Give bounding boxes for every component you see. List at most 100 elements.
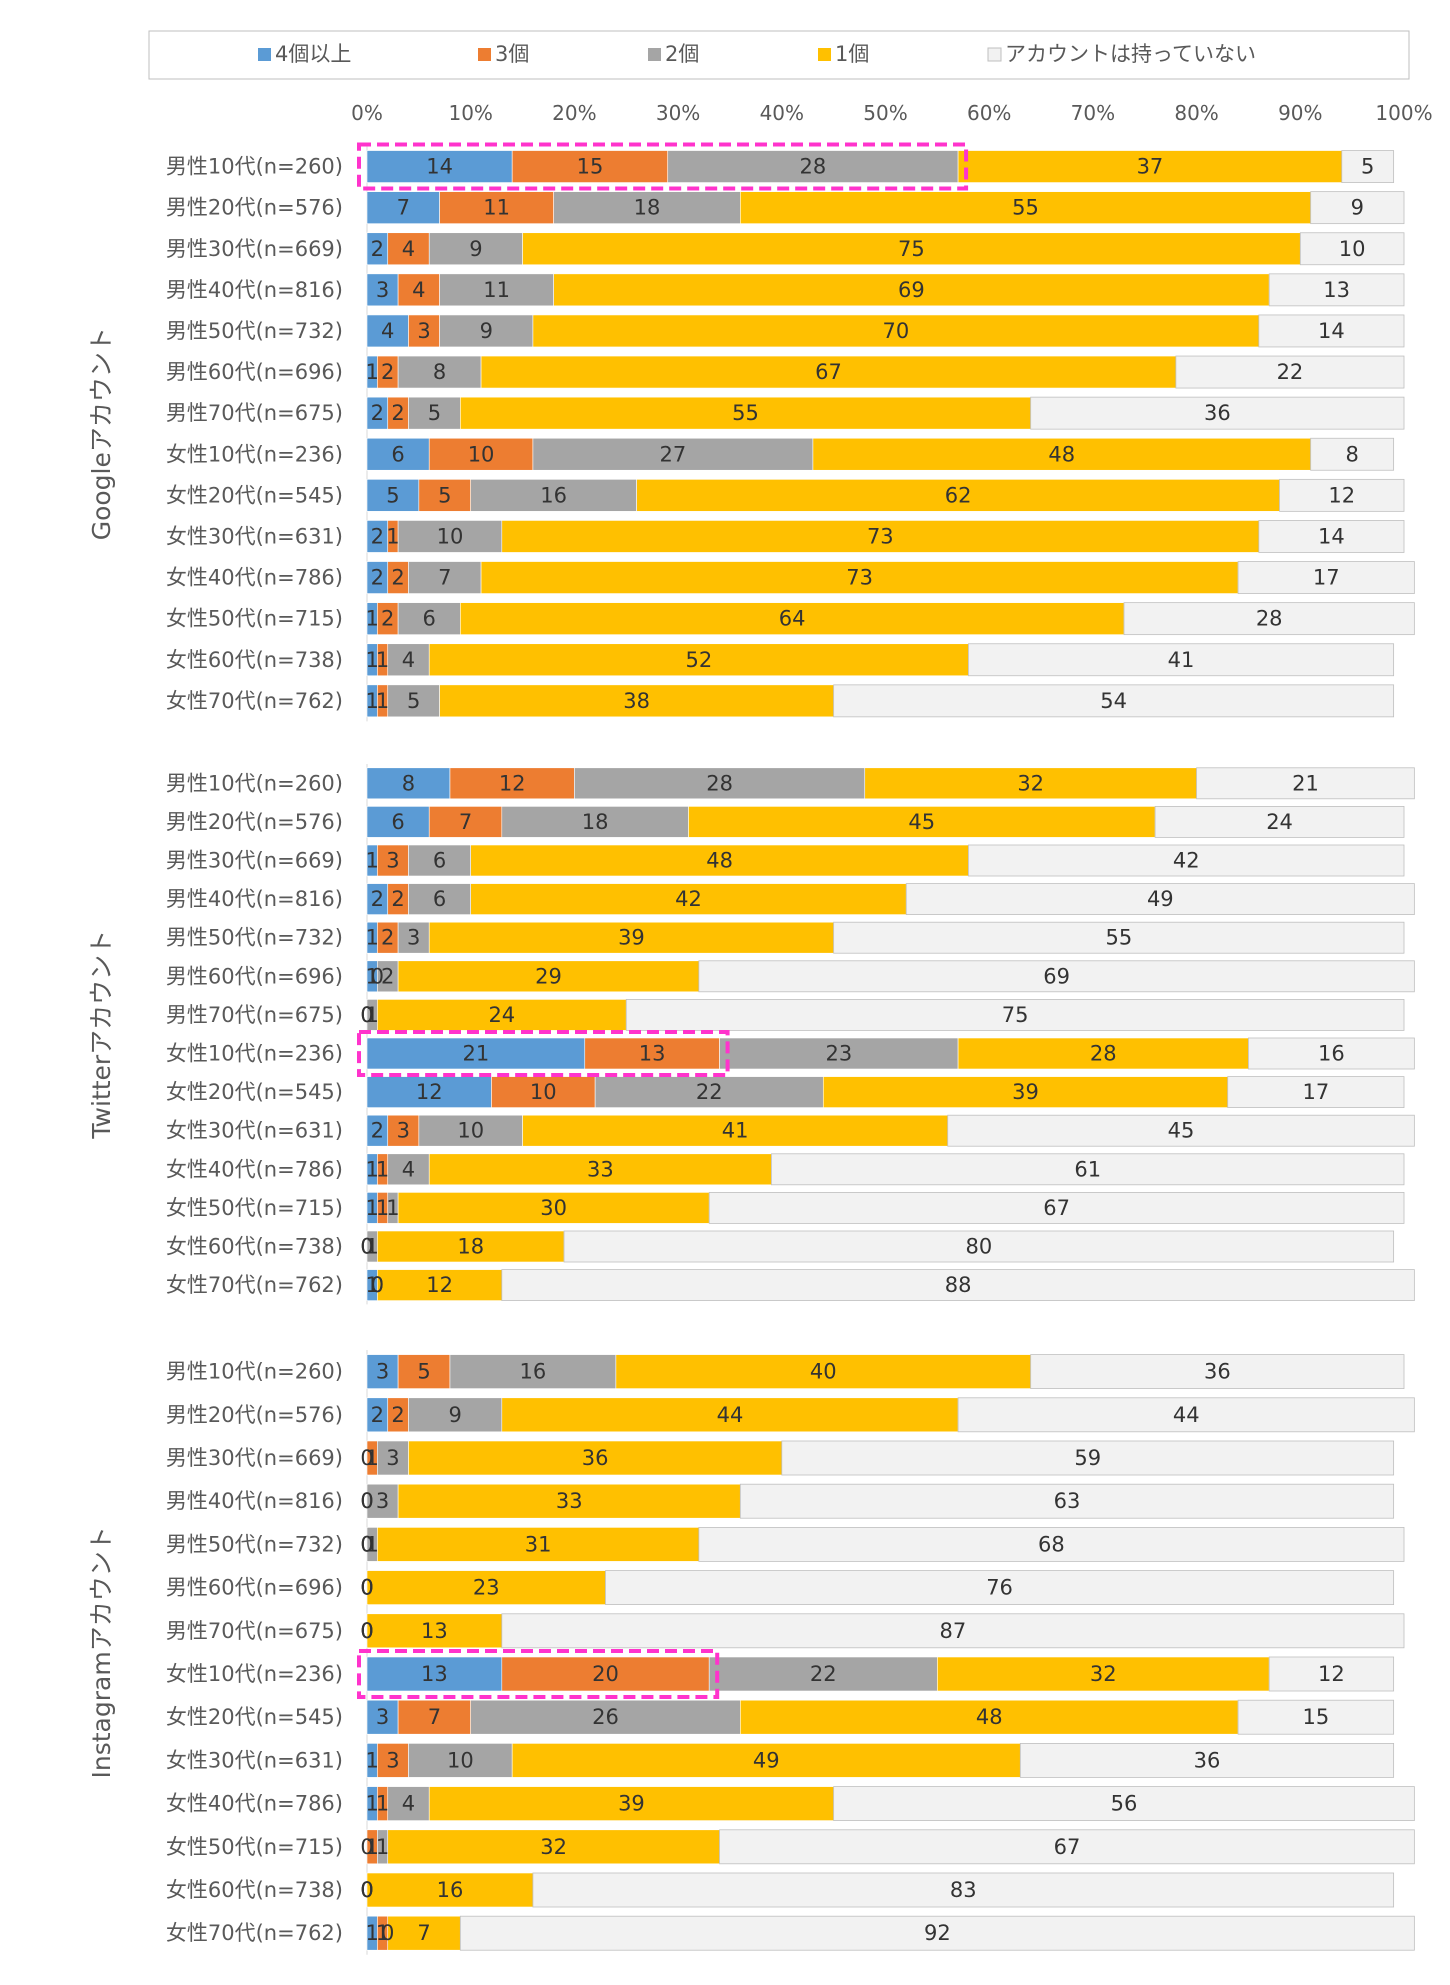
bar-segment (397, 520, 503, 553)
data-label: 9 (1351, 196, 1364, 220)
bar-segment (563, 1230, 1395, 1263)
data-label: 6 (433, 887, 446, 911)
x-tick-label: 20% (552, 101, 596, 125)
bar-segment (377, 1269, 503, 1301)
bar-segment (1299, 232, 1405, 266)
group-label: Twitterアカウント (87, 930, 116, 1140)
bar-segment (1341, 150, 1395, 183)
data-label: 5 (428, 401, 441, 425)
bar-segment (439, 314, 534, 348)
bar-segment (1258, 520, 1405, 553)
bar-segment (428, 643, 969, 677)
data-label: 88 (945, 1273, 972, 1297)
data-label: 0 (360, 1576, 373, 1600)
category-label: 女性50代(n=715) (166, 1835, 343, 1859)
data-label: 1 (386, 524, 399, 548)
data-label: 28 (1256, 607, 1283, 631)
data-label: 14 (1318, 524, 1345, 548)
category-label: 男性20代(n=576) (166, 196, 343, 220)
bar-segment (636, 479, 1280, 512)
category-label: 男性60代(n=696) (166, 964, 343, 988)
bar-segment (739, 1483, 1395, 1519)
bar-segment (771, 1153, 1405, 1186)
data-label: 10 (457, 1119, 484, 1143)
category-label: 男性10代(n=260) (166, 771, 343, 795)
bar-segment (522, 232, 1301, 266)
category-label: 男性50代(n=732) (166, 1532, 343, 1556)
x-tick-label: 40% (760, 101, 804, 125)
category-label: 女性60代(n=738) (166, 1878, 343, 1902)
data-label: 13 (421, 1619, 448, 1643)
bar-segment (428, 806, 503, 838)
data-label: 0 (360, 1576, 373, 1600)
category-label: 女性70代(n=762) (166, 1273, 343, 1297)
data-label: 0 (360, 1576, 373, 1600)
data-label: 3 (397, 1119, 410, 1143)
data-label: 33 (587, 1157, 614, 1181)
bar-segment (1237, 561, 1415, 594)
data-label: 15 (1302, 1705, 1329, 1729)
bar-segment (408, 1397, 503, 1433)
data-label: 0 (360, 1878, 373, 1902)
bar-segment (864, 767, 1197, 800)
category-label: 男性10代(n=260) (166, 1360, 343, 1384)
data-label: 16 (540, 483, 567, 507)
bar-segment (397, 1354, 451, 1389)
category-label: 女性30代(n=631) (166, 1748, 343, 1772)
bar-segment (1227, 1076, 1405, 1108)
data-label: 36 (1204, 1360, 1231, 1384)
bar-segment (387, 232, 430, 266)
data-label: 75 (1002, 1003, 1029, 1027)
data-label: 10 (468, 442, 495, 466)
data-label: 1 (365, 964, 378, 988)
x-tick-label: 100% (1375, 101, 1432, 125)
data-label: 52 (685, 648, 712, 672)
data-label: 28 (706, 771, 733, 795)
bar-segment (905, 883, 1415, 915)
legend-swatch (258, 48, 271, 61)
data-label: 42 (675, 887, 702, 911)
bar-segment (532, 314, 1260, 348)
x-tick-label: 60% (967, 101, 1011, 125)
bar-segment (366, 314, 409, 348)
bar-segment (1030, 1354, 1405, 1389)
data-label: 0 (360, 1835, 373, 1859)
data-label: 1 (365, 1446, 378, 1470)
data-label: 59 (1074, 1446, 1101, 1470)
data-label: 17 (1313, 566, 1340, 590)
data-label: 2 (371, 1119, 384, 1143)
data-label: 5 (417, 1360, 430, 1384)
data-label: 6 (433, 849, 446, 873)
x-tick-label: 50% (863, 101, 907, 125)
x-tick-label: 0% (351, 101, 383, 125)
data-label: 0 (360, 1532, 373, 1556)
bar-segment (740, 1699, 1239, 1735)
data-label: 49 (753, 1748, 780, 1772)
data-label: 44 (1173, 1403, 1200, 1427)
data-label: 2 (391, 566, 404, 590)
data-label: 39 (618, 926, 645, 950)
data-label: 4 (402, 1157, 415, 1181)
data-label: 37 (1137, 155, 1164, 179)
category-label: 男性60代(n=696) (166, 360, 343, 384)
data-label: 48 (1048, 442, 1075, 466)
data-label: 10 (437, 524, 464, 548)
bar-segment (387, 1153, 430, 1186)
data-label: 2 (391, 1403, 404, 1427)
bar-segment (480, 561, 1239, 594)
data-label: 68 (1038, 1532, 1065, 1556)
bar-segment (1248, 1037, 1415, 1070)
data-label: 12 (416, 1080, 443, 1104)
data-label: 1 (365, 1003, 378, 1027)
bar-segment (553, 191, 741, 224)
bar-segment (387, 1114, 420, 1147)
data-label: 0 (360, 1619, 373, 1643)
bar-segment (698, 960, 1415, 993)
data-label: 7 (397, 196, 410, 220)
data-label: 0 (360, 1878, 373, 1902)
bar-segment (1268, 1656, 1395, 1692)
data-label: 23 (825, 1042, 852, 1066)
category-label: 男性10代(n=260) (166, 155, 343, 179)
